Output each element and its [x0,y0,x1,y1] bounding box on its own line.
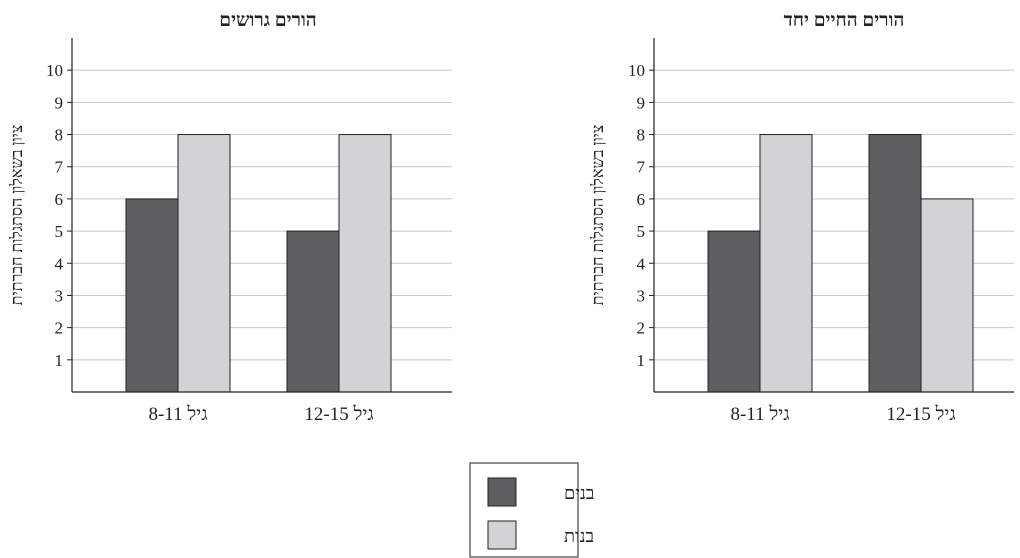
y-tick-label: 9 [637,93,646,112]
legend-box [469,462,579,558]
y-tick-label: 10 [628,61,645,80]
y-tick-label: 6 [637,190,646,209]
y-tick-label: 1 [55,351,64,370]
chart-title: הורים החיים יחד [784,10,905,31]
y-axis-label: ציון בשאלון הסתגלות חברתית [589,125,607,305]
x-category-label: גיל 8-11 [148,404,207,425]
legend-swatch-boys [487,477,517,507]
y-axis-label: ציון בשאלון הסתגלות חברתית [8,125,26,305]
x-category-label: גיל 12-15 [304,404,373,425]
x-category-label: גיל 12-15 [886,404,955,425]
y-tick-label: 7 [637,158,646,177]
y-tick-label: 3 [637,286,646,305]
chart-divorced-parents: הורים גרושים ציון בשאלון הסתגלות חברתית … [8,10,452,425]
x-category-label: גיל 8-11 [730,404,789,425]
y-tick-label: 7 [55,158,64,177]
y-tick-label: 4 [637,254,646,273]
y-tick-label: 2 [637,319,646,338]
y-tick-label: 10 [46,61,63,80]
y-tick-label: 9 [55,93,64,112]
bar-girls [920,198,974,393]
y-tick-label: 8 [637,126,646,145]
bar-boys [707,230,761,393]
legend-label-girls: בנות [564,526,594,546]
bar-boys [868,134,922,393]
bar-boys [125,198,179,393]
legend-swatch-girls [487,520,517,550]
legend: בנים בנות [469,462,594,558]
y-tick-label: 2 [55,319,64,338]
chart-parents-together: הורים החיים יחד ציון בשאלון הסתגלות חברת… [589,10,1014,425]
y-tick-label: 6 [55,190,64,209]
y-tick-label: 5 [55,222,64,241]
bar-girls [759,134,813,393]
y-tick-label: 4 [55,254,64,273]
bar-boys [286,230,340,393]
chart-title: הורים גרושים [219,10,316,31]
bar-girls [177,134,231,393]
y-tick-label: 3 [55,286,64,305]
bar-girls [338,134,392,393]
y-tick-label: 1 [637,351,646,370]
legend-label-boys: בנים [564,483,594,503]
y-tick-label: 5 [637,222,646,241]
y-tick-label: 8 [55,126,64,145]
